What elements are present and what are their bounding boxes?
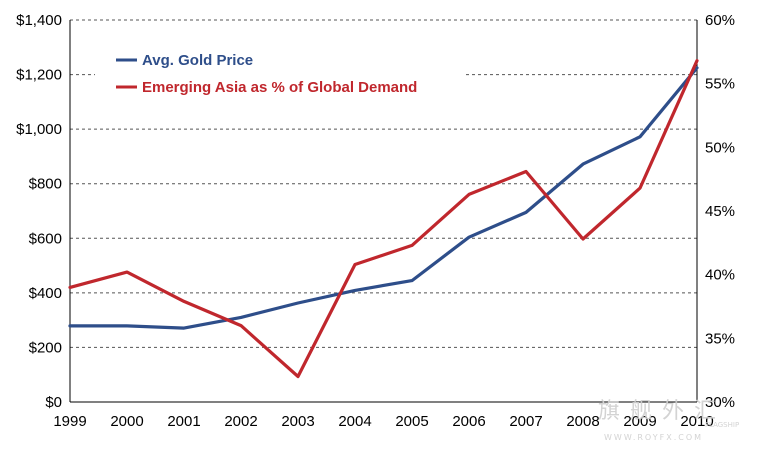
left-tick-label: $400 (29, 285, 62, 302)
watermark-subtext: FLAGSHIP (705, 421, 739, 429)
x-tick-label: 2001 (167, 413, 200, 430)
left-tick-label: $1,000 (16, 121, 62, 138)
left-tick-label: $0 (45, 394, 62, 411)
left-tick-label: $600 (29, 230, 62, 247)
watermark: 旗舰外汇 FLAGSHIP WWW.ROYFX.COM (598, 399, 739, 442)
left-axis-tick-labels: $0 $200 $400 $600 $800 $1,000 $1,200 $1,400 (16, 12, 62, 411)
right-tick-label: 40% (705, 267, 735, 284)
x-tick-label: 2004 (338, 413, 371, 430)
x-tick-label: 1999 (53, 413, 86, 430)
x-tick-label: 2003 (281, 413, 314, 430)
right-tick-label: 35% (705, 330, 735, 347)
series-line-gold-price (68, 66, 699, 330)
right-tick-label: 55% (705, 76, 735, 93)
x-tick-label: 2000 (110, 413, 143, 430)
x-tick-label: 2009 (623, 413, 656, 430)
x-tick-label: 2005 (395, 413, 428, 430)
x-tick-label: 2008 (566, 413, 599, 430)
left-tick-label: $1,400 (16, 12, 62, 29)
legend: Avg. Gold Price Emerging Asia as % of Gl… (95, 42, 465, 102)
left-tick-label: $200 (29, 339, 62, 356)
series-lines (68, 59, 699, 379)
legend-label-gold-price: Avg. Gold Price (142, 52, 253, 69)
legend-background (95, 42, 465, 102)
x-axis-tick-labels: 1999 2000 2001 2002 2003 2004 2005 2006 2007 2008… (53, 413, 713, 430)
x-tick-label: 2010 (680, 413, 713, 430)
x-tick-label: 2007 (509, 413, 542, 430)
series-line-emerging-asia (68, 59, 699, 379)
right-tick-label: 45% (705, 203, 735, 220)
right-tick-label: 30% (705, 394, 735, 411)
right-tick-label: 50% (705, 139, 735, 156)
left-tick-label: $1,200 (16, 67, 62, 84)
watermark-text: 旗舰外汇 (598, 399, 726, 424)
axes (69, 20, 698, 403)
right-axis-tick-labels: 30% 35% 40% 45% 50% 55% 60% (705, 12, 735, 411)
watermark-url: WWW.ROYFX.COM (604, 433, 703, 442)
right-tick-label: 60% (705, 12, 735, 29)
left-tick-label: $800 (29, 176, 62, 193)
x-tick-label: 2006 (452, 413, 485, 430)
x-tick-label: 2002 (224, 413, 257, 430)
legend-label-emerging-asia: Emerging Asia as % of Global Demand (142, 79, 417, 96)
